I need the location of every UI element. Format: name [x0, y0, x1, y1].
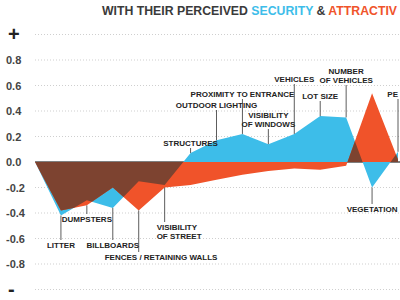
y-tick-label: -0.2 — [6, 182, 25, 194]
category-label: LOT SIZE — [302, 92, 339, 101]
y-tick-label: 0.2 — [6, 131, 21, 143]
area — [35, 93, 398, 210]
y-tick-label: -0.8 — [6, 258, 25, 270]
category-label: PROXIMITY TO ENTRANCE — [191, 90, 295, 99]
overlap-area — [35, 93, 398, 210]
y-tick-label: 0.0 — [6, 156, 21, 168]
grid-line — [35, 289, 400, 290]
leader-line — [112, 208, 113, 240]
leader-line — [190, 148, 191, 153]
grid-line — [35, 85, 400, 86]
category-label: VEGETATION — [347, 205, 398, 214]
y-tick-label: -0.4 — [6, 207, 26, 219]
leader-line — [164, 188, 165, 223]
leader-line — [398, 99, 399, 152]
leader-line — [216, 110, 217, 140]
category-label: PE — [387, 90, 398, 99]
category-label: DUMPSTERS — [62, 215, 113, 224]
leader-line — [86, 205, 87, 214]
grid-line — [35, 238, 400, 239]
category-label: BILLBOARDS — [87, 241, 140, 250]
chart: WITH THEIR PERCEIVED SECURITY & ATTRACTI… — [0, 0, 400, 300]
leader-line — [346, 85, 347, 117]
category-label: FENCES / RETAINING WALLS — [105, 253, 218, 262]
y-tick-label: + — [8, 23, 20, 45]
category-label: OUTDOOR LIGHTING — [176, 101, 257, 110]
leader-line — [268, 129, 269, 144]
grid-line — [35, 60, 400, 61]
y-tick-label: 0.6 — [6, 80, 21, 92]
leader-line — [372, 188, 373, 205]
y-tick-label: - — [8, 278, 15, 300]
y-tick-label: 0.8 — [6, 54, 21, 66]
grid-line — [35, 264, 400, 265]
grid-line — [35, 213, 400, 214]
category-label: LITTER — [47, 241, 75, 250]
leader-line — [294, 84, 295, 134]
category-label: STRUCTURES — [163, 139, 218, 148]
leader-line — [138, 210, 139, 252]
grid-line — [35, 111, 400, 112]
category-label: VISIBILITYOF WINDOWS — [241, 111, 295, 129]
y-tick-label: -0.6 — [6, 233, 25, 245]
category-label: VISIBILITYOF STREET — [157, 223, 202, 241]
y-tick-label: 0.4 — [6, 105, 22, 117]
title: WITH THEIR PERCEIVED SECURITY & ATTRACTI… — [102, 4, 397, 18]
category-label: VEHICLES — [274, 75, 315, 84]
leader-line — [320, 101, 321, 116]
plot-area — [35, 93, 398, 215]
grid-line — [35, 34, 400, 35]
category-label: NUMBEROF VEHICLES — [319, 67, 373, 85]
